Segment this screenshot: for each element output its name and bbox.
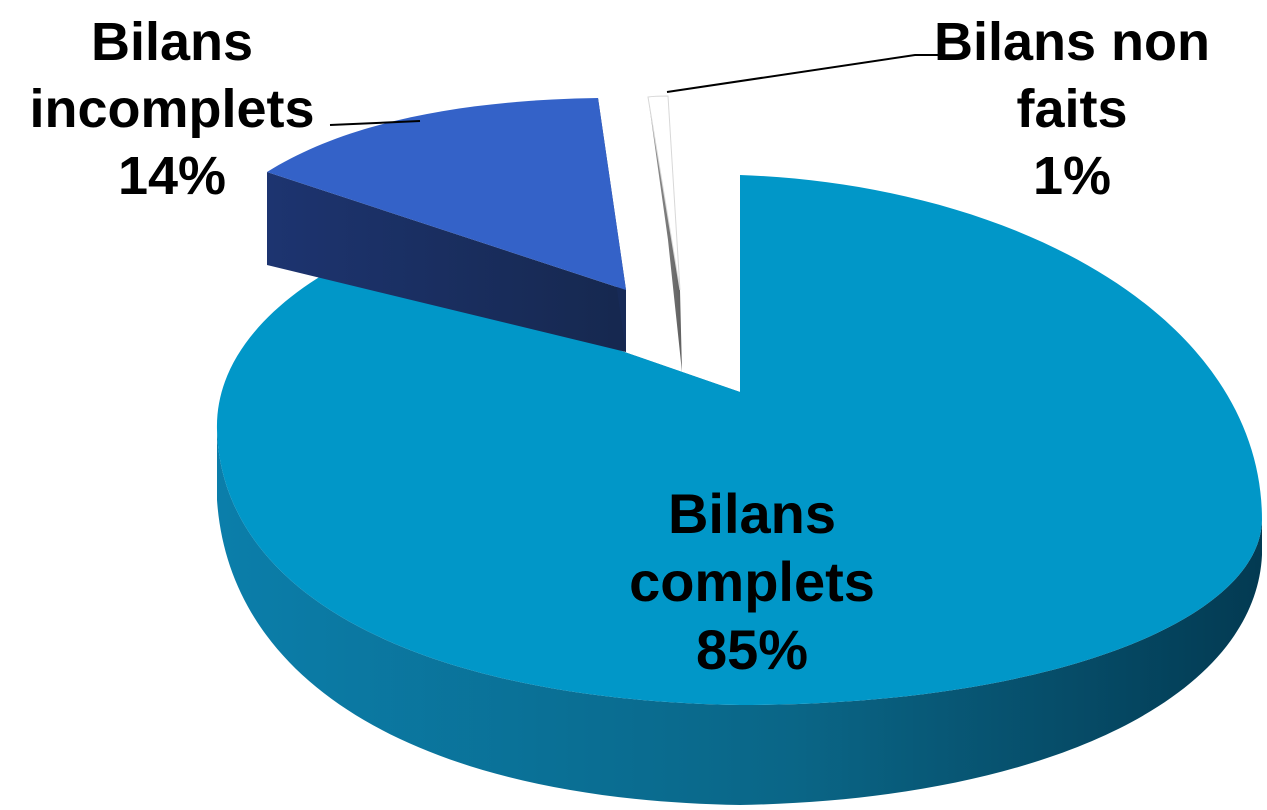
label-non-faits-percent: 1% — [1033, 146, 1111, 206]
leader-line-non-faits — [666, 54, 940, 93]
data-label-non-faits: Bilans non faits 1% — [934, 12, 1210, 206]
slice-non-faits-top — [647, 95, 681, 291]
label-incomplets-line-2: incomplets — [29, 79, 314, 139]
data-label-complets: Bilans complets 85% — [629, 482, 875, 681]
label-incomplets-line-1: Bilans — [91, 12, 253, 72]
label-non-faits-line-1: Bilans non — [934, 12, 1210, 72]
slice-incomplets-outer-side — [267, 172, 626, 352]
label-incomplets-percent: 14% — [118, 146, 226, 206]
label-non-faits-line-2: faits — [1016, 79, 1127, 139]
slice-non-faits — [647, 95, 682, 372]
label-complets-line-2: complets — [629, 550, 875, 613]
label-complets-line-1: Bilans — [668, 482, 836, 545]
slice-incomplets — [267, 98, 626, 352]
leader-line-incomplets — [329, 120, 421, 126]
slice-incomplets-top — [267, 98, 626, 290]
data-label-incomplets: Bilans incomplets 14% — [29, 12, 314, 206]
slice-complets-outer-side — [217, 430, 1262, 805]
label-complets-percent: 85% — [696, 618, 808, 681]
